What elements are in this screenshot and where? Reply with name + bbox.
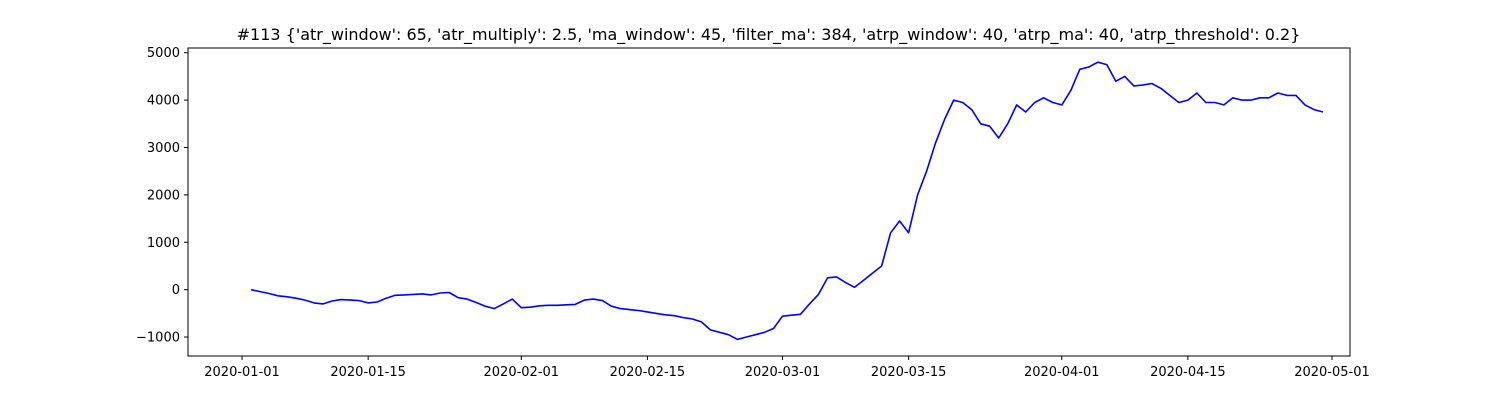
plot-frame <box>187 47 1351 357</box>
series-layer <box>250 61 1324 341</box>
y-tick-label: −1000 <box>136 331 180 346</box>
x-tick-label: 2020-01-01 <box>204 365 280 380</box>
x-axis: 2020-01-01 2020-01-15 2020-02-01 2020-02-15… <box>204 356 1370 380</box>
x-tick-label: 2020-03-01 <box>745 365 821 380</box>
x-tick-label: 2020-05-01 <box>1294 365 1370 380</box>
y-axis: −1000 0 1000 2000 3000 4000 5000 <box>136 46 188 346</box>
y-tick-label: 5000 <box>147 46 180 61</box>
y-tick-label: 4000 <box>147 94 180 109</box>
chart-title: #113 {'atr_window': 65, 'atr_multiply': … <box>237 25 1301 45</box>
y-tick-label: 1000 <box>147 236 180 251</box>
x-tick-label: 2020-03-15 <box>871 365 947 380</box>
x-tick-label: 2020-02-15 <box>610 365 686 380</box>
y-tick-label: 0 <box>172 283 180 298</box>
x-tick-label: 2020-04-15 <box>1150 365 1226 380</box>
x-tick-label: 2020-02-01 <box>484 365 560 380</box>
y-tick-label: 2000 <box>147 188 180 203</box>
series-line-0 <box>250 61 1324 341</box>
x-tick-label: 2020-01-15 <box>330 365 406 380</box>
x-tick-label: 2020-04-01 <box>1024 365 1100 380</box>
y-tick-label: 3000 <box>147 141 180 156</box>
